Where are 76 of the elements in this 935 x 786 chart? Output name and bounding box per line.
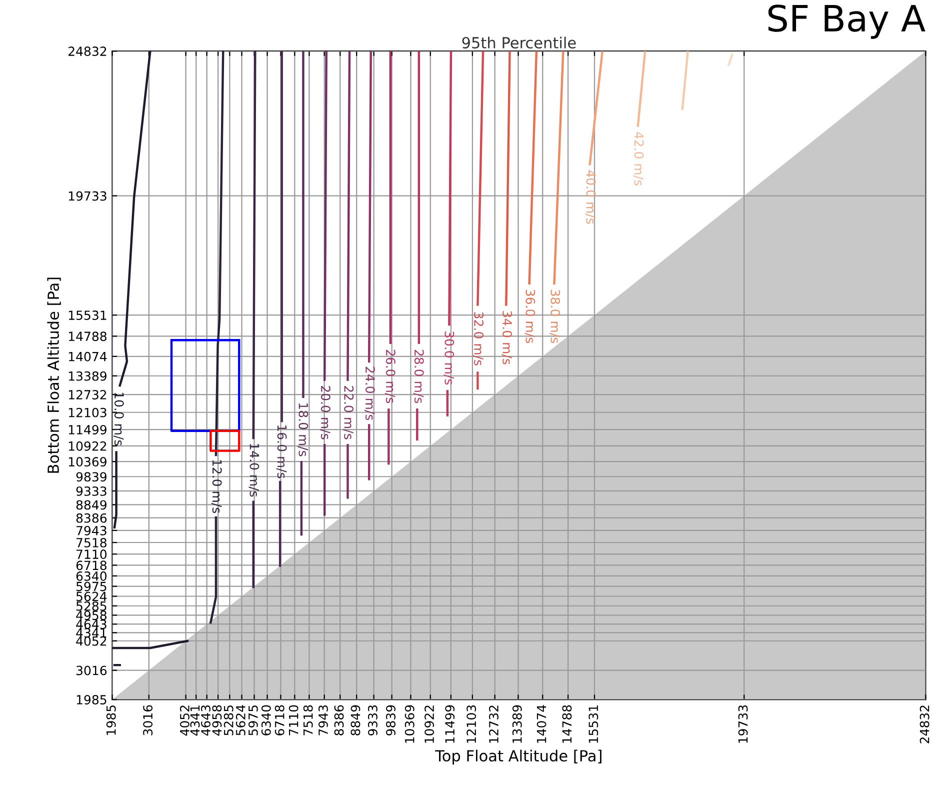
y-tick-label: 8849 — [76, 500, 106, 510]
x-tick-label: 19733 — [738, 705, 748, 743]
y-tick-label: 14074 — [68, 352, 107, 362]
text: 42.0 m/s — [633, 132, 644, 186]
y-tick-label: 19733 — [68, 191, 106, 201]
x-tick-label: 24832 — [920, 706, 930, 744]
text: SF Bay A — [768, 4, 926, 39]
y-tick-label: 12732 — [68, 390, 106, 400]
text: 20.0 m/s — [320, 386, 330, 440]
y-tick-label: 10922 — [68, 441, 106, 451]
y-tick-label: 3016 — [76, 666, 107, 676]
y-axis-title: Bottom Float Altitude [Pa] — [47, 278, 61, 473]
y-tick-label: 4958 — [76, 610, 106, 620]
y-tick-label: 6718 — [76, 560, 106, 570]
y-tick-label: 8386 — [76, 513, 107, 523]
x-tick-label: 4643 — [201, 705, 210, 736]
text: 22.0 m/s — [343, 386, 354, 440]
text: 26.0 m/s — [384, 350, 396, 404]
x-tick-label: 11499 — [445, 705, 455, 743]
y-tick-label: 11499 — [68, 424, 106, 434]
x-tick-label: 12103 — [466, 705, 476, 743]
x-tick-label: 14074 — [536, 705, 546, 743]
x-tick-label: 9839 — [386, 705, 396, 736]
y-tick-label: 5624 — [76, 592, 107, 602]
x-tick-label: 5624 — [236, 705, 246, 736]
text: 36.0 m/s — [524, 290, 536, 343]
x-tick-label: 8849 — [350, 705, 360, 736]
y-tick-label: 24832 — [68, 46, 106, 56]
text: 14.0 m/s — [248, 444, 260, 497]
x-tick-label: 9333 — [368, 705, 378, 736]
chart-title: 95th Percentile — [462, 36, 576, 49]
x-tick-label: 7518 — [303, 705, 313, 736]
x-tick-label: 4052 — [180, 706, 190, 736]
x-tick-label: 14788 — [562, 705, 572, 743]
text: 24.0 m/s — [364, 366, 375, 420]
text: 16.0 m/s — [276, 426, 287, 478]
x-tick-label: 5975 — [248, 705, 258, 736]
x-tick-label: 15531 — [588, 706, 598, 743]
x-tick-label: 8386 — [334, 705, 344, 736]
x-tick-label: 5285 — [224, 705, 234, 736]
text: 40.0 m/s — [585, 170, 596, 224]
x-tick-label: 13389 — [512, 705, 522, 743]
y-tick-label: 4643 — [76, 620, 106, 630]
x-tick-label: 6340 — [261, 705, 271, 736]
y-tick-label: 10369 — [68, 457, 106, 467]
y-tick-label: 14788 — [68, 332, 106, 342]
x-tick-label: 6718 — [274, 705, 284, 736]
text: 32.0 m/s — [473, 312, 484, 366]
y-tick-label: 15531 — [68, 310, 106, 320]
text: 30.0 m/s — [444, 331, 454, 385]
x-tick-label: 10922 — [424, 706, 434, 743]
text: 38.0 m/s — [550, 290, 560, 343]
x-tick-label: 10369 — [404, 705, 414, 743]
y-tick-label: 7110 — [76, 550, 107, 560]
x-tick-label: 4341 — [190, 706, 200, 736]
text: 18.0 m/s — [298, 404, 308, 456]
x-tick-label: 7943 — [318, 705, 328, 736]
x-tick-label: 4958 — [212, 705, 222, 736]
y-tick-label: 9839 — [76, 472, 106, 482]
x-tick-label: 3016 — [143, 705, 153, 736]
y-tick-label: 5285 — [76, 601, 106, 611]
text: 34.0 m/s — [502, 311, 512, 364]
y-tick-label: 12103 — [68, 408, 106, 418]
y-tick-label: 7518 — [76, 538, 106, 548]
y-tick-label: 9333 — [76, 486, 106, 496]
y-tick-label: 5975 — [76, 582, 106, 592]
y-tick-label: 1985 — [76, 695, 106, 704]
y-tick-label: 6340 — [76, 571, 107, 581]
x-axis-title: Top Float Altitude [Pa] — [435, 750, 602, 765]
text: 28.0 m/s — [413, 350, 424, 404]
text: 10.0 m/s — [113, 392, 124, 446]
y-tick-label: 7943 — [76, 526, 106, 536]
text: 12.0 m/s — [211, 460, 222, 513]
y-tick-label: 13389 — [68, 371, 106, 381]
x-tick-label: 12732 — [489, 706, 498, 743]
x-tick-label: 7110 — [288, 705, 298, 736]
